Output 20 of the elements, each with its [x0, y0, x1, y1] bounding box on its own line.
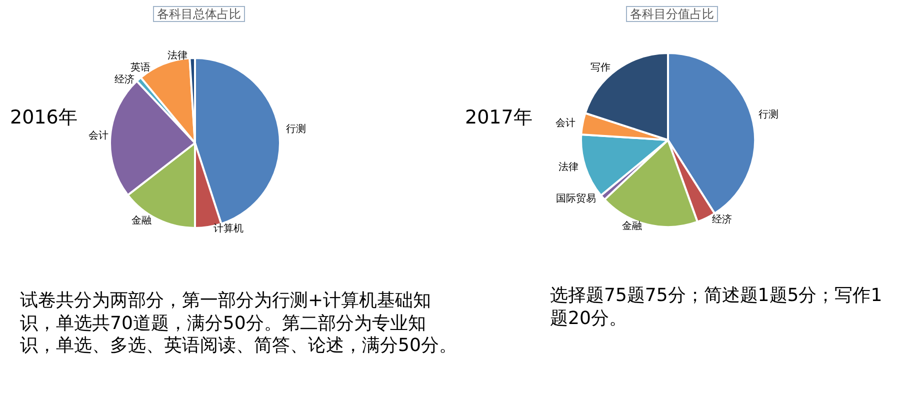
chart-title: 各科目分值占比 — [630, 7, 714, 21]
chart-title: 各科目总体占比 — [157, 7, 241, 21]
slice-label: 写作 — [590, 62, 611, 74]
slice-label: 法律 — [167, 50, 188, 62]
text: 2016年 — [10, 106, 78, 128]
text: 选择题75题75分；简述题1题5分；写作1题20分。 — [550, 285, 884, 330]
slice-label: 会计 — [556, 116, 576, 129]
slice-label: 英语 — [130, 62, 150, 74]
slice-label: 经济 — [712, 213, 732, 226]
slice-label: 经济 — [114, 74, 135, 86]
text: 试卷共分为两部分，第一部分为行测+计算机基础知识，单选共70道题，满分50分。第二部分为专业知识，单选、多选、英语阅读、简答、论述，满分50分。 — [20, 290, 458, 358]
slice-label: 计算机 — [214, 222, 244, 234]
slice-label: 金融 — [622, 220, 642, 232]
text: 2017年 — [465, 106, 532, 128]
slice-label: 法律 — [558, 161, 578, 174]
slice-label: 行测 — [758, 108, 778, 121]
slice-label: 国际贸易 — [556, 192, 596, 204]
slice-label: 金融 — [132, 214, 152, 227]
slice-label: 会计 — [88, 130, 108, 142]
slice-label: 行测 — [286, 122, 306, 135]
